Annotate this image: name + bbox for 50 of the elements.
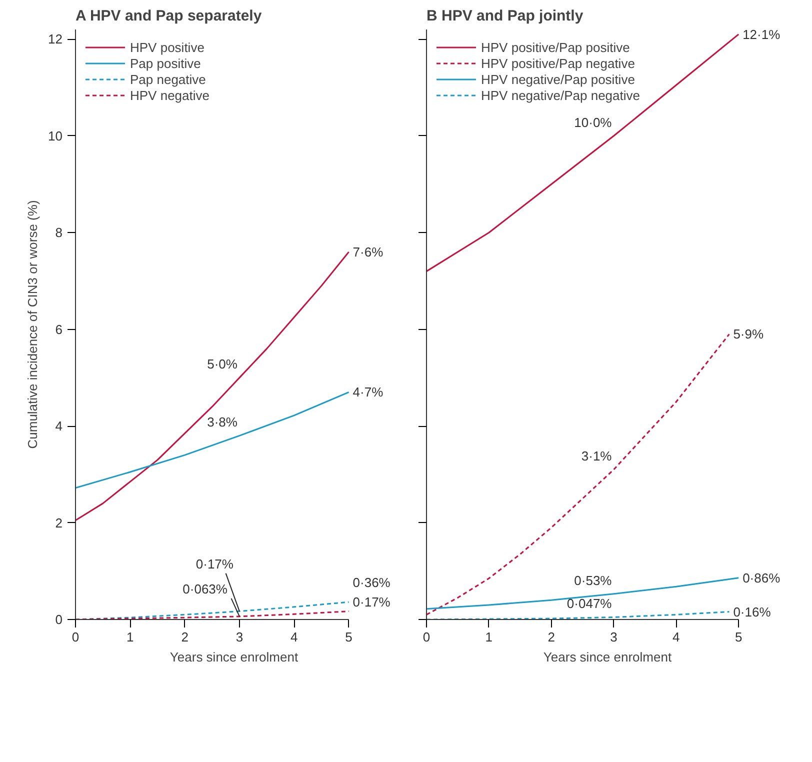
y-axis-title: Cumulative incidence of CIN3 or worse (%)	[25, 200, 40, 449]
legend-label: HPV negative/Pap positive	[481, 71, 635, 87]
x-tick-label: 5	[734, 630, 742, 644]
y-tick-label: 2	[55, 515, 63, 530]
legend-label: HPV positive/Pap negative	[481, 55, 635, 71]
annotation: 12·1%	[742, 26, 781, 42]
legend-label: HPV positive	[130, 39, 204, 55]
annotation: 0·17%	[196, 556, 234, 572]
annotation: 5·9%	[733, 326, 764, 342]
annotation: 0·063%	[182, 581, 228, 596]
legend-label: Pap negative	[130, 71, 206, 87]
x-axis-title: Years since enrolment	[543, 650, 672, 664]
x-tick-label: 4	[672, 630, 680, 644]
chart-title: B HPV and Pap jointly	[426, 8, 584, 24]
chart-title: A HPV and Pap separately	[76, 8, 262, 24]
annotation: 0·16%	[733, 604, 772, 620]
annotation: 0·047%	[566, 596, 612, 612]
annotation: 5·0%	[207, 356, 238, 372]
annotation: 10·0%	[574, 114, 612, 130]
annotation: 0·17%	[352, 594, 391, 610]
x-tick-label: 0	[72, 630, 80, 644]
annotation: 0·36%	[352, 575, 391, 590]
annotation: 3·1%	[581, 448, 612, 464]
x-tick-label: 1	[126, 630, 134, 644]
y-tick-label: 8	[55, 225, 63, 240]
x-tick-label: 1	[485, 630, 493, 644]
y-tick-label: 10	[48, 128, 63, 144]
x-tick-label: 3	[610, 630, 618, 644]
y-tick-label: 12	[48, 32, 63, 47]
line-series	[76, 251, 350, 522]
legend-label: HPV positive/Pap positive	[481, 39, 630, 55]
x-tick-label: 0	[422, 630, 430, 644]
x-tick-label: 3	[236, 630, 244, 644]
x-axis-title: Years since enrolment	[170, 650, 298, 664]
x-tick-label: 2	[181, 630, 188, 644]
annotation: 4·7%	[352, 384, 384, 400]
y-tick-label: 4	[55, 418, 63, 434]
annotation: 0·86%	[742, 570, 781, 586]
legend-label: Pap positive	[130, 55, 201, 71]
annotation: 7·6%	[352, 244, 384, 260]
annotation: 3·8%	[207, 414, 238, 430]
x-tick-label: 4	[290, 630, 298, 644]
legend-label: HPV negative	[130, 87, 210, 103]
legend-label: HPV negative/Pap negative	[481, 87, 640, 103]
line-series	[76, 391, 350, 489]
x-tick-label: 2	[548, 630, 555, 644]
x-tick-label: 5	[345, 630, 352, 644]
y-tick-label: 6	[55, 322, 63, 337]
y-tick-label: 0	[55, 612, 63, 627]
annotation: 0·53%	[574, 572, 612, 588]
